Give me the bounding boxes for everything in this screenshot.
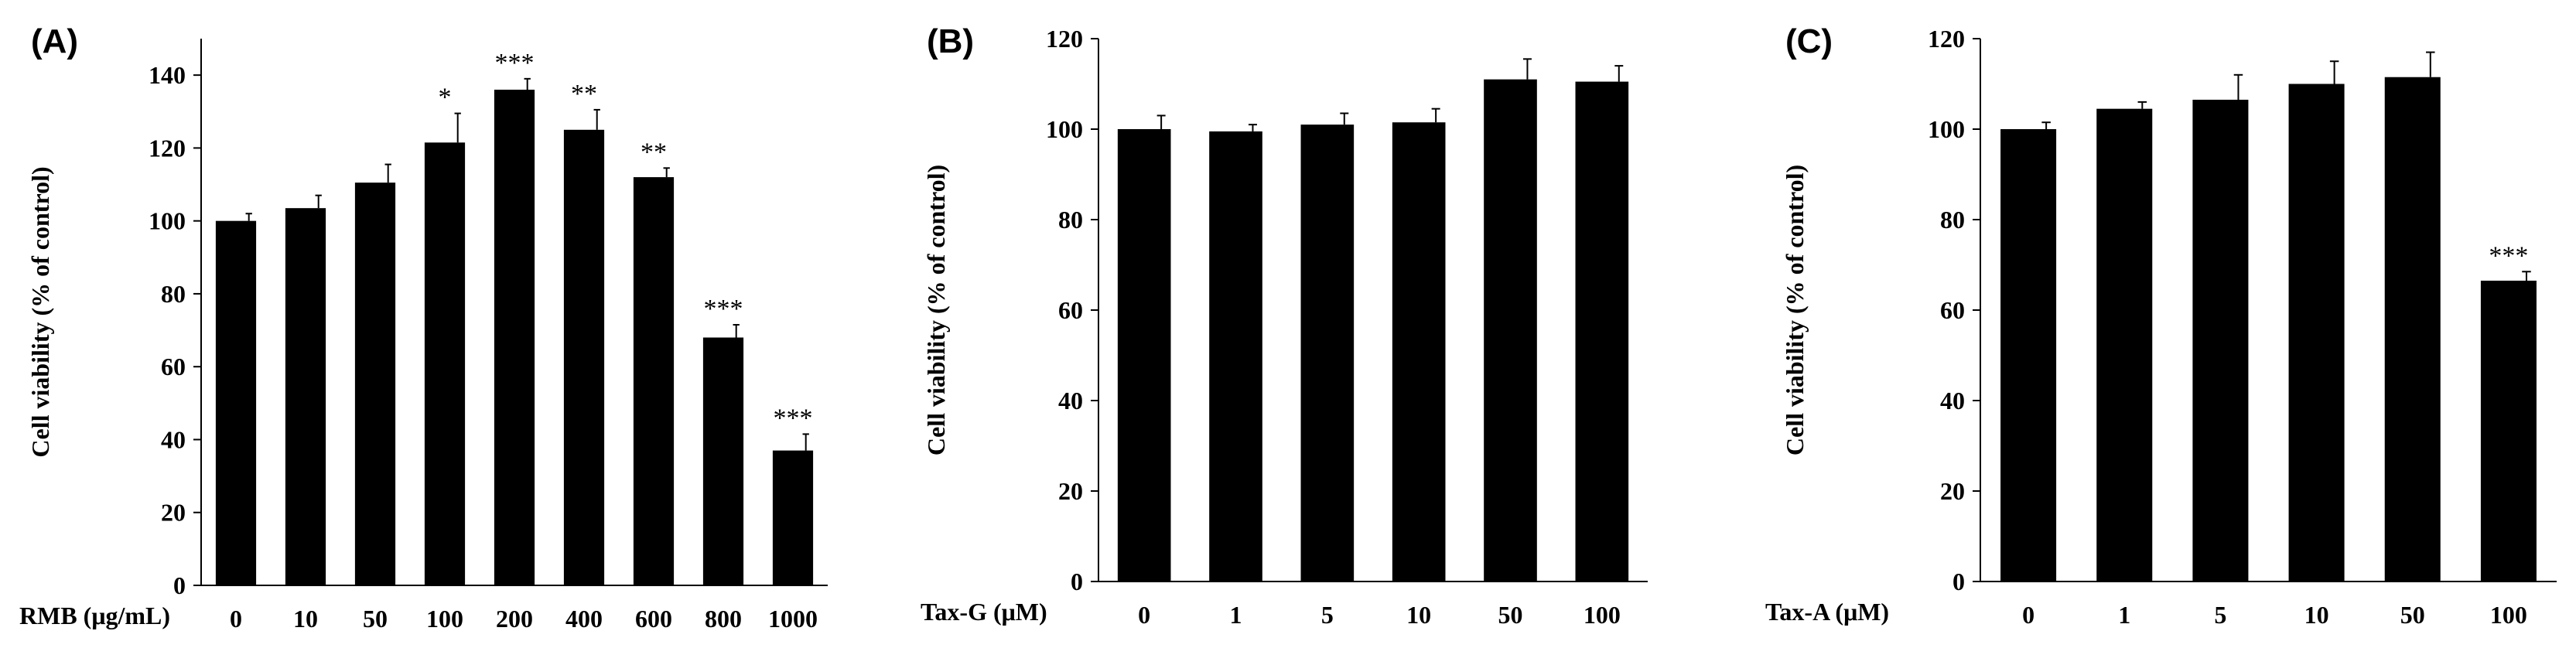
significance-label: ***: [704, 295, 743, 323]
y-tick-label: 0: [173, 571, 186, 599]
x-tick-label: 10: [293, 605, 318, 633]
significance-label: *: [439, 84, 452, 112]
bar-100: [2480, 280, 2537, 581]
bar-5: [2192, 99, 2249, 582]
bar-50: [1484, 79, 1537, 581]
bar-10: [1392, 122, 1446, 582]
x-tick-label: 50: [1498, 601, 1523, 629]
y-tick-label: 100: [1928, 115, 1965, 143]
x-tick-label: 100: [2490, 601, 2527, 629]
bar-50: [354, 182, 396, 586]
bar-5: [1300, 124, 1355, 581]
y-axis-label: Cell viability (% of control): [26, 166, 54, 457]
y-tick-label: 120: [1928, 25, 1965, 53]
x-tick-label: 0: [2022, 601, 2034, 629]
x-axis-label: Tax-G (μM): [921, 598, 1047, 626]
bar-0: [2000, 129, 2057, 581]
x-tick-label: 0: [230, 605, 242, 633]
x-axis-label: Tax-A (μM): [1765, 598, 1889, 626]
bar-10: [2288, 84, 2345, 581]
x-tick-label: 100: [1584, 601, 1621, 629]
y-tick-label: 40: [1940, 387, 1965, 414]
x-tick-label: 10: [2304, 601, 2329, 629]
x-tick-label: 10: [1406, 601, 1431, 629]
bar-0: [1117, 129, 1171, 581]
chart-panel-1: (B) Cell viability (% of control) 0 20 40 60 8…: [921, 22, 1648, 629]
x-tick-label: 100: [426, 605, 463, 633]
x-tick-label: 1: [1230, 601, 1242, 629]
y-tick-label: 60: [161, 353, 186, 380]
x-tick-label: 400: [565, 605, 603, 633]
y-tick-label: 120: [1046, 25, 1083, 53]
significance-label: ***: [2489, 241, 2528, 270]
x-tick-label: 1000: [768, 605, 818, 633]
bar-1: [1209, 131, 1262, 582]
bar-1000: [772, 450, 814, 585]
bar-10: [285, 208, 326, 585]
bar-600: [633, 177, 675, 585]
x-tick-label: 5: [2214, 601, 2226, 629]
x-tick-label: 1: [2118, 601, 2130, 629]
panel-label: (A): [31, 22, 78, 60]
y-tick-label: 40: [1058, 387, 1083, 414]
y-tick-label: 60: [1940, 296, 1965, 324]
bar-100: [1575, 81, 1629, 581]
x-tick-label: 200: [496, 605, 533, 633]
x-tick-label: 0: [1138, 601, 1150, 629]
bar-200: [494, 89, 535, 585]
y-axis-label: Cell viability (% of control): [922, 165, 950, 455]
y-tick-label: 60: [1058, 296, 1083, 324]
significance-label: **: [571, 80, 597, 108]
y-tick-label: 100: [149, 207, 186, 235]
y-tick-label: 0: [1071, 568, 1083, 595]
bar-400: [563, 129, 605, 586]
panel-label: (C): [1785, 22, 1833, 60]
chart-panel-0: (A) Cell viability (% of control) 0 20 40 60 8…: [19, 22, 828, 633]
x-tick-label: 800: [705, 605, 742, 633]
significance-label: ***: [495, 49, 535, 77]
y-axis-label: Cell viability (% of control): [1781, 165, 1809, 455]
y-tick-label: 120: [149, 134, 186, 162]
y-tick-label: 80: [1058, 206, 1083, 234]
x-tick-label: 50: [363, 605, 388, 633]
bar-50: [2384, 77, 2441, 582]
bar-100: [424, 142, 466, 585]
chart-panel-2: (C) Cell viability (% of control) 0 20 40 60 8…: [1765, 22, 2557, 629]
x-tick-label: 50: [2400, 601, 2425, 629]
significance-label: **: [641, 138, 667, 166]
y-tick-label: 40: [161, 425, 186, 453]
panel-label: (B): [927, 22, 974, 60]
x-tick-label: 5: [1321, 601, 1334, 629]
significance-label: ***: [774, 404, 813, 432]
y-tick-label: 80: [1940, 206, 1965, 234]
y-tick-label: 80: [161, 280, 186, 308]
x-axis-label: RMB (μg/mL): [19, 602, 170, 629]
y-tick-label: 20: [161, 499, 186, 527]
y-tick-label: 20: [1940, 477, 1965, 505]
y-tick-label: 140: [149, 61, 186, 89]
y-tick-label: 20: [1058, 477, 1083, 505]
y-tick-label: 100: [1046, 115, 1083, 143]
x-tick-label: 600: [635, 605, 672, 633]
bar-0: [215, 220, 257, 585]
bar-1: [2096, 108, 2153, 582]
y-tick-label: 0: [1952, 568, 1965, 595]
bar-800: [702, 337, 744, 585]
